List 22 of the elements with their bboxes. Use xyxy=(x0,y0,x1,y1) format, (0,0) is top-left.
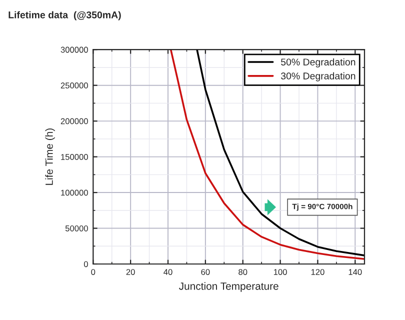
legend-label: 30% Degradation xyxy=(280,72,356,82)
x-tick-label: 0 xyxy=(91,269,96,275)
legend-label: 50% Degradation xyxy=(281,58,356,68)
x-tick-label: 120 xyxy=(311,269,324,275)
x-axis-title: Junction Temperature xyxy=(179,282,278,292)
y-tick-label: 0 xyxy=(84,261,88,268)
line-series xyxy=(196,50,364,256)
x-tick-label: 140 xyxy=(348,269,362,275)
x-tick-label: 20 xyxy=(126,269,135,275)
y-axis-title: Life Time (h) xyxy=(45,128,55,185)
line-series xyxy=(170,50,364,260)
y-tick-label: 200000 xyxy=(60,118,88,124)
x-tick-label: 100 xyxy=(274,269,287,275)
y-tick-label: 250000 xyxy=(60,82,88,88)
chart-title: Lifetime data (@350mA) xyxy=(8,11,121,20)
x-tick-label: 80 xyxy=(238,269,248,275)
y-tick-label: 300000 xyxy=(60,46,88,53)
y-tick-label: 50000 xyxy=(65,225,88,232)
y-tick-label: 150000 xyxy=(61,154,88,160)
x-tick-label: 60 xyxy=(201,269,210,275)
x-tick-label: 40 xyxy=(164,269,172,275)
y-tick-label: 100000 xyxy=(61,190,88,196)
